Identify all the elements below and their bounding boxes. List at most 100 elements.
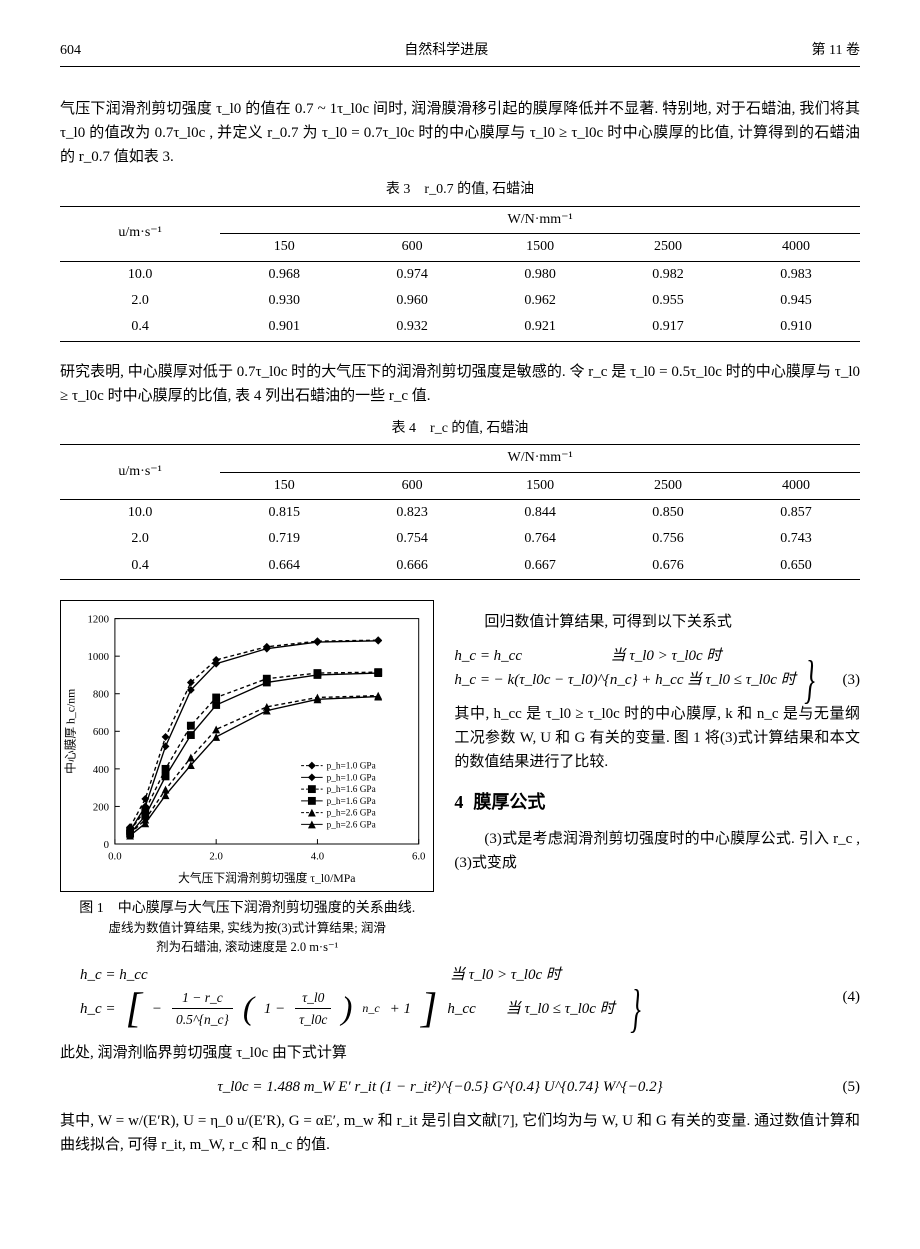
table3-cell: 0.932 [348,314,476,341]
table4-col: 1500 [476,472,604,499]
table3-col: 4000 [732,234,860,261]
table4-cell: 0.764 [476,526,604,552]
equation-5: τ_l0c = 1.488 m_W E′ r_it (1 − r_it²)^{−… [60,1075,860,1099]
table4-u: 2.0 [60,526,220,552]
table3-cell: 0.982 [604,261,732,288]
table4-col: 4000 [732,472,860,499]
eq5-number: (5) [820,1075,860,1099]
table4-cell: 0.650 [732,553,860,580]
section-4-heading: 4 膜厚公式 [454,788,860,817]
table3-col: 1500 [476,234,604,261]
eq3-number: (3) [820,668,860,692]
table4-cell: 0.756 [604,526,732,552]
table4-u: 0.4 [60,553,220,580]
section-title: 膜厚公式 [473,792,545,812]
table3: u/m·s⁻¹ W/N·mm⁻¹ 150 600 1500 2500 4000 … [60,206,860,342]
paragraph-6: 其中, W = w/(E′R), U = η_0 u/(E′R), G = αE… [60,1109,860,1157]
table4-caption: 表 4 r_c 的值, 石蜡油 [60,418,860,440]
svg-text:0.0: 0.0 [108,851,121,863]
table3-superhead: W/N·mm⁻¹ [220,206,860,233]
table3-cell: 0.921 [476,314,604,341]
table4-col: 600 [348,472,476,499]
svg-text:600: 600 [93,726,109,738]
table3-col: 600 [348,234,476,261]
equation-3: h_c = h_cc 当 τ_l0 > τ_l0c 时 h_c = − k(τ_… [454,644,860,692]
table3-cell: 0.980 [476,261,604,288]
eq4-lhs: h_c = [80,997,116,1021]
svg-text:p_h=1.0 GPa: p_h=1.0 GPa [327,773,376,783]
right-para-3: (3)式是考虑润滑剂剪切强度时的中心膜厚公式. 引入 r_c , (3)式变成 [454,827,860,875]
table4-u: 10.0 [60,499,220,526]
table3-rowhead: u/m·s⁻¹ [60,206,220,261]
svg-text:200: 200 [93,801,109,813]
eq4-frac-bot: 0.5^{n_c} [172,1009,233,1031]
table4-cell: 0.676 [604,553,732,580]
figure-1-note: 虚线为数值计算结果, 实线为按(3)式计算结果; 润滑 [60,919,434,938]
svg-text:p_h=1.6 GPa: p_h=1.6 GPa [327,785,376,795]
svg-text:2.0: 2.0 [209,851,222,863]
eq4-number: (4) [820,985,860,1009]
table4-cell: 0.857 [732,499,860,526]
table3-cell: 0.901 [220,314,348,341]
svg-text:0: 0 [104,839,109,851]
table4-cell: 0.815 [220,499,348,526]
table3-cell: 0.910 [732,314,860,341]
table4: u/m·s⁻¹ W/N·mm⁻¹ 150 600 1500 2500 4000 … [60,444,860,580]
eq4-line1: h_c = h_cc [80,963,430,987]
table4-col: 2500 [604,472,732,499]
paragraph-1: 气压下润滑剂剪切强度 τ_l0 的值在 0.7 ~ 1τ_l0c 间时, 润滑膜… [60,97,860,169]
eq3-cond2: 当 τ_l0 ≤ τ_l0c 时 [687,668,796,692]
eq4-cond1: 当 τ_l0 > τ_l0c 时 [450,963,561,987]
right-para-1: 回归数值计算结果, 可得到以下关系式 [454,610,860,634]
table3-cell: 0.983 [732,261,860,288]
figure-1-chart: 0200400600800100012000.02.04.06.0大气压下润滑剂… [60,600,434,892]
table4-superhead: W/N·mm⁻¹ [220,445,860,472]
volume: 第 11 卷 [812,40,860,62]
svg-text:大气压下润滑剂剪切强度 τ_l0/MPa: 大气压下润滑剂剪切强度 τ_l0/MPa [178,871,356,885]
table4-cell: 0.850 [604,499,732,526]
figure-1-note2: 剂为石蜡油, 滚动速度是 2.0 m·s⁻¹ [60,938,434,957]
svg-text:1200: 1200 [87,614,109,626]
table3-u: 2.0 [60,288,220,314]
table3-caption: 表 3 r_0.7 的值, 石蜡油 [60,179,860,201]
journal-title: 自然科学进展 [404,40,488,62]
eq4-cond2: 当 τ_l0 ≤ τ_l0c 时 [506,997,615,1021]
figure-1-caption: 图 1 中心膜厚与大气压下润滑剂剪切强度的关系曲线. [60,898,434,919]
section-number: 4 [454,792,463,812]
svg-text:800: 800 [93,689,109,701]
eq4-post: h_cc [447,997,475,1021]
table4-cell: 0.666 [348,553,476,580]
table4-cell: 0.719 [220,526,348,552]
right-para-2: 其中, h_cc 是 τ_l0 ≥ τ_l0c 时的中心膜厚, k 和 n_c … [454,702,860,774]
page-header: 604 自然科学进展 第 11 卷 [60,40,860,67]
table4-cell: 0.844 [476,499,604,526]
table4-cell: 0.823 [348,499,476,526]
svg-text:p_h=2.6 GPa: p_h=2.6 GPa [327,820,376,830]
table3-col: 150 [220,234,348,261]
eq4-frac-top: 1 − r_c [172,987,233,1010]
table3-cell: 0.917 [604,314,732,341]
table3-col: 2500 [604,234,732,261]
table3-cell: 0.930 [220,288,348,314]
eq3-cond1: 当 τ_l0 > τ_l0c 时 [611,644,722,668]
eq3-line1: h_c = h_cc [454,644,522,668]
svg-text:p_h=2.6 GPa: p_h=2.6 GPa [327,809,376,819]
table4-cell: 0.743 [732,526,860,552]
table3-u: 10.0 [60,261,220,288]
eq4-inner-bot: τ_l0c [295,1009,331,1031]
table4-cell: 0.664 [220,553,348,580]
svg-text:p_h=1.0 GPa: p_h=1.0 GPa [327,762,376,772]
table3-cell: 0.960 [348,288,476,314]
table4-rowhead: u/m·s⁻¹ [60,445,220,500]
svg-text:中心膜厚 h_c/nm: 中心膜厚 h_c/nm [64,689,78,774]
table3-u: 0.4 [60,314,220,341]
eq4-inner-top: τ_l0 [295,987,331,1010]
table4-cell: 0.667 [476,553,604,580]
table3-cell: 0.955 [604,288,732,314]
table3-cell: 0.962 [476,288,604,314]
eq5-body: τ_l0c = 1.488 m_W E′ r_it (1 − r_it²)^{−… [60,1075,820,1099]
svg-text:p_h=1.6 GPa: p_h=1.6 GPa [327,797,376,807]
svg-text:6.0: 6.0 [412,851,425,863]
svg-text:400: 400 [93,764,109,776]
table3-cell: 0.974 [348,261,476,288]
